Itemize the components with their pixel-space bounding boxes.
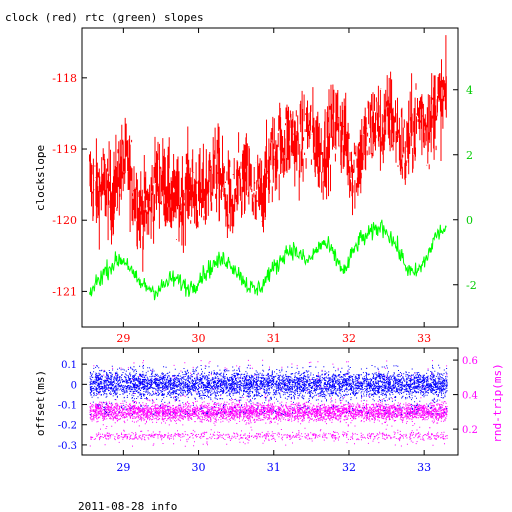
bottom-right-axis-label: rnd-trip(ms)	[491, 363, 504, 442]
offset-series	[89, 364, 448, 416]
offset-rtt-chart: 29 30 31 32 33 0.1 0 -0.1 -0.2 -0.3 0.6 0.4 0.2 of…	[34, 347, 504, 474]
bottom-x-tick-label: 32	[342, 461, 356, 474]
bottom-right-tick-label: 0.4	[462, 391, 478, 402]
bottom-left-tick-label: -0.2	[58, 421, 77, 432]
bottom-plot-frame	[81, 347, 459, 456]
top-plot-frame	[81, 27, 459, 328]
top-right-tick-label: 4	[466, 84, 473, 97]
clock-slope-chart: 29 30 31 32 33 -118 -119 -120 -121 4 2 0 -2 clocks…	[34, 27, 477, 345]
top-right-tick-label: 0	[466, 214, 473, 227]
bottom-x-ticks: 29 30 31 32 33	[116, 348, 431, 474]
rtt-series	[89, 359, 448, 447]
clock-line	[89, 35, 447, 272]
bottom-x-tick-label: 31	[267, 461, 281, 474]
bottom-right-tick-label: 0.2	[462, 425, 478, 436]
bottom-right-tick-label: 0.6	[462, 356, 478, 367]
chart-title: clock (red) rtc (green) slopes	[5, 11, 204, 24]
footer-date: 2011-08-28 info	[78, 500, 177, 512]
bottom-left-ticks: 0.1 0 -0.1 -0.2 -0.3	[58, 360, 87, 452]
top-left-tick-label: -120	[52, 214, 77, 227]
top-x-tick-label: 31	[267, 332, 281, 345]
rtt-points	[89, 359, 448, 447]
bottom-right-ticks: 0.6 0.4 0.2	[453, 356, 478, 436]
top-x-tick-label: 32	[342, 332, 356, 345]
offset-points	[89, 364, 448, 416]
bottom-x-tick-label: 29	[116, 461, 130, 474]
top-x-tick-label: 29	[116, 332, 130, 345]
top-x-tick-label: 30	[192, 332, 206, 345]
rtc-series	[89, 219, 447, 301]
bottom-left-tick-label: 0.1	[61, 360, 77, 371]
top-x-ticks: 29 30 31 32 33	[116, 28, 431, 345]
top-right-tick-label: 2	[466, 149, 473, 162]
top-left-ticks: -118 -119 -120 -121	[52, 72, 87, 298]
bottom-x-tick-label: 30	[192, 461, 206, 474]
bottom-x-tick-label: 33	[417, 461, 431, 474]
clock-series	[89, 35, 447, 272]
bottom-left-tick-label: -0.3	[58, 441, 77, 452]
top-left-tick-label: -119	[52, 143, 77, 156]
top-left-tick-label: -118	[52, 72, 77, 85]
top-y-axis-label: clockslope	[34, 145, 47, 211]
bottom-left-axis-label: offset(ms)	[34, 370, 47, 436]
top-right-tick-label: -2	[466, 279, 477, 292]
rtc-line	[89, 219, 447, 301]
top-right-ticks: 4 2 0 -2	[453, 84, 477, 292]
bottom-left-tick-label: -0.1	[58, 401, 77, 412]
top-left-tick-label: -121	[52, 285, 77, 298]
top-x-tick-label: 33	[417, 332, 431, 345]
bottom-left-tick-label: 0	[71, 380, 77, 391]
